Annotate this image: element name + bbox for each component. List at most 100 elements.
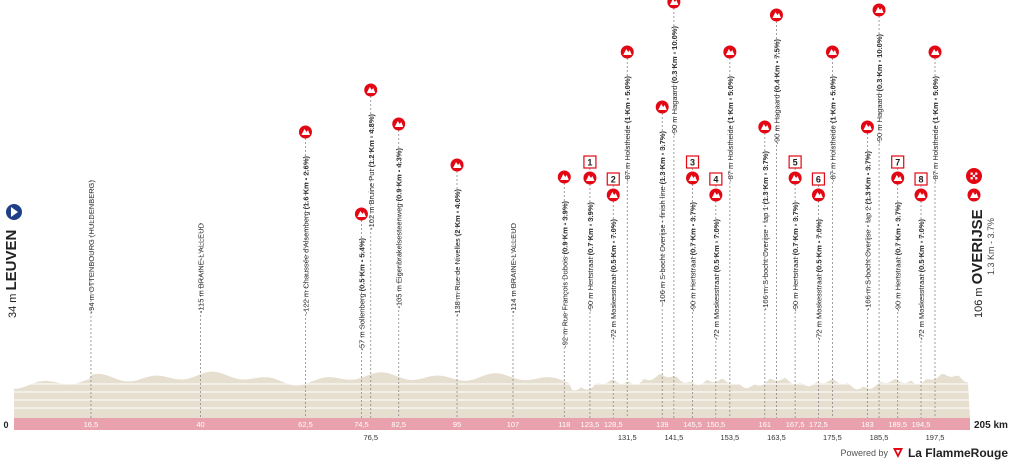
waypoint-label-18: -106 m S-bocht Overijse - lap 1 (1.3 Km …	[761, 151, 770, 311]
climb-icon-20	[788, 171, 802, 185]
waypoint-label-6: -105 m Eigenbrakelsesteenweg (0.9 Km - 4…	[395, 148, 404, 309]
waypoint-label-2: -115 m BRAINE-L'ALLEUD	[197, 222, 206, 313]
sprint-badge-number-5: 5	[793, 158, 798, 168]
waypoint-leader-lines	[90, 8, 936, 418]
waypoint-label-14: -90 m Hagaard (0.3 Km - 10.0%)	[670, 26, 679, 136]
start-title: 34 m LEUVEN	[3, 230, 20, 318]
climb-icon-21	[811, 188, 825, 202]
sprint-badge-number-8: 8	[919, 175, 924, 185]
climb-icon-7	[450, 158, 464, 172]
km-label-17: 153,5	[720, 433, 739, 442]
sprint-badge-number-3: 3	[690, 158, 695, 168]
sprint-badge-6	[811, 172, 826, 186]
waypoint-label-15: -90 m Hertstraat (0.7 Km - 3.7%)	[689, 202, 698, 312]
climb-icon-9	[557, 170, 571, 184]
climb-icon-24	[872, 3, 886, 17]
sprint-badge-4	[709, 172, 723, 186]
km-label-12: 131,5	[618, 433, 637, 442]
start-km-label: 0	[3, 420, 8, 430]
climb-icon-17	[723, 45, 737, 59]
km-label-16: 150,5	[706, 420, 725, 429]
sprint-badge-number-1: 1	[587, 158, 592, 168]
climb-icon-18	[758, 120, 772, 134]
climb-icon-19	[769, 8, 783, 22]
sprint-badge-number-6: 6	[816, 175, 821, 185]
climb-icon-10	[583, 171, 597, 185]
waypoint-label-27: -87 m Holstheide (1 Km - 5.0%)	[931, 76, 940, 182]
waypoint-label-25: -90 m Hertstraat (0.7 Km - 3.7%)	[894, 202, 903, 312]
finish-climb-icon	[967, 188, 981, 202]
waypoint-label-26: -72 m Moskesstraat (0.5 Km - 7.0%)	[917, 219, 926, 341]
waypoint-label-10: -90 m Hertstraat (0.7 Km - 3.9%)	[586, 202, 595, 312]
finish-climb-text: 1.3 Km - 3.7%	[986, 218, 996, 275]
waypoint-label-23: -106 m S-bocht Overijse - lap 2 (1.3 Km …	[863, 151, 872, 311]
brand-name: La FlammeRouge	[907, 446, 1008, 460]
climb-icon-3	[298, 125, 312, 139]
climb-icon-22	[825, 45, 839, 59]
sprint-badge-number-7: 7	[895, 158, 900, 168]
km-label-20: 167,5	[786, 420, 805, 429]
sprint-badge-1	[583, 155, 597, 169]
km-label-27: 197,5	[926, 433, 945, 442]
waypoint-label-11: -72 m Moskesstraat (0.5 Km - 7.0%)	[609, 219, 618, 341]
km-label-6: 82,5	[391, 420, 406, 429]
km-label-19: 163,5	[767, 433, 786, 442]
climb-icon-11	[606, 188, 620, 202]
km-label-9: 118	[558, 420, 570, 429]
sprint-badge-5	[788, 155, 802, 169]
finish-flag-icon	[966, 168, 982, 184]
waypoint-label-7: -138 m Rue de Nivelles (2 Km - 4.0%)	[453, 189, 462, 317]
waypoint-label-3: -122 m Chaussée d'Alsemberg (1.6 Km - 2.…	[301, 156, 310, 315]
climb-icon-5	[364, 83, 378, 97]
finish-km-label: 205 km	[974, 420, 1008, 431]
climb-icon-15	[686, 171, 700, 185]
km-label-10: 123,5	[581, 420, 600, 429]
km-label-25: 189,5	[888, 420, 907, 429]
km-label-18: 161	[759, 420, 772, 429]
waypoint-label-12: -87 m Holstheide (1 Km - 5.0%)	[623, 76, 632, 182]
sprint-badge-3	[685, 155, 700, 169]
km-label-1: 16,5	[84, 420, 99, 429]
sprint-badge-number-4: 4	[713, 175, 718, 185]
km-label-24: 185,5	[870, 433, 889, 442]
km-label-21: 172,5	[809, 420, 828, 429]
flame-logo-icon	[892, 448, 903, 458]
waypoint-labels: -94 m OTTENBOURG (HULDENBERG) -115 m BRAI…	[87, 26, 940, 351]
climb-icon-4	[354, 207, 368, 221]
start-finish: 34 m LEUVEN 106 m OVERIJSE 1.3 Km - 3.7%	[3, 168, 996, 318]
finish-title: 106 m OVERIJSE	[969, 209, 986, 318]
distance-bar-fill	[14, 418, 970, 430]
waypoint-label-9: -92 m Rue François Dubois (0.9 Km - 3.9%…	[560, 201, 569, 348]
waypoint-label-5: -102 m Bruine Put (1.2 Km - 4.8%)	[367, 114, 376, 230]
waypoint-label-22: -87 m Holstheide (1 Km - 5.0%)	[828, 76, 837, 182]
distance-bar: 0 205 km 16,5 40 62,5 74,5 76,5 82,5 95 107 118 123…	[3, 418, 1008, 442]
waypoint-label-8: -114 m BRAINE-L'ALLEUD	[509, 222, 518, 313]
waypoint-label-17: -87 m Holstheide (1 Km - 5.0%)	[726, 76, 735, 182]
km-label-4: 74,5	[354, 420, 369, 429]
elevation-terrain	[14, 371, 970, 418]
km-label-8: 107	[507, 420, 520, 429]
terrain-silhouette	[14, 371, 970, 418]
waypoint-label-1: -94 m OTTENBOURG (HULDENBERG)	[87, 180, 96, 314]
start-marker-icon	[6, 204, 22, 220]
km-label-7: 95	[453, 420, 461, 429]
climb-icon-23	[860, 120, 874, 134]
climb-icon-26	[914, 188, 928, 202]
km-label-22: 175,5	[823, 433, 842, 442]
sprint-badge-2	[606, 172, 620, 186]
climb-icon-6	[392, 117, 406, 131]
sprint-badge-7	[891, 155, 905, 169]
powered-by-credit: Powered by La FlammeRouge	[840, 446, 1008, 460]
km-label-14: 141,5	[664, 433, 683, 442]
powered-by-text: Powered by	[840, 448, 888, 458]
km-label-26: 194,5	[912, 420, 931, 429]
waypoint-label-21: -72 m Moskesstraat (0.5 Km - 7.0%)	[814, 219, 823, 341]
km-label-2: 40	[196, 420, 204, 429]
climb-icon-27	[928, 45, 942, 59]
climb-icon-12	[620, 45, 634, 59]
waypoint-label-16: -72 m Moskesstraat (0.5 Km - 7.0%)	[712, 219, 721, 341]
climb-icon-25	[891, 171, 905, 185]
climb-icon-14	[667, 0, 681, 9]
waypoint-label-24: -90 m Hagaard (0.3 Km - 10.0%)	[875, 34, 884, 144]
